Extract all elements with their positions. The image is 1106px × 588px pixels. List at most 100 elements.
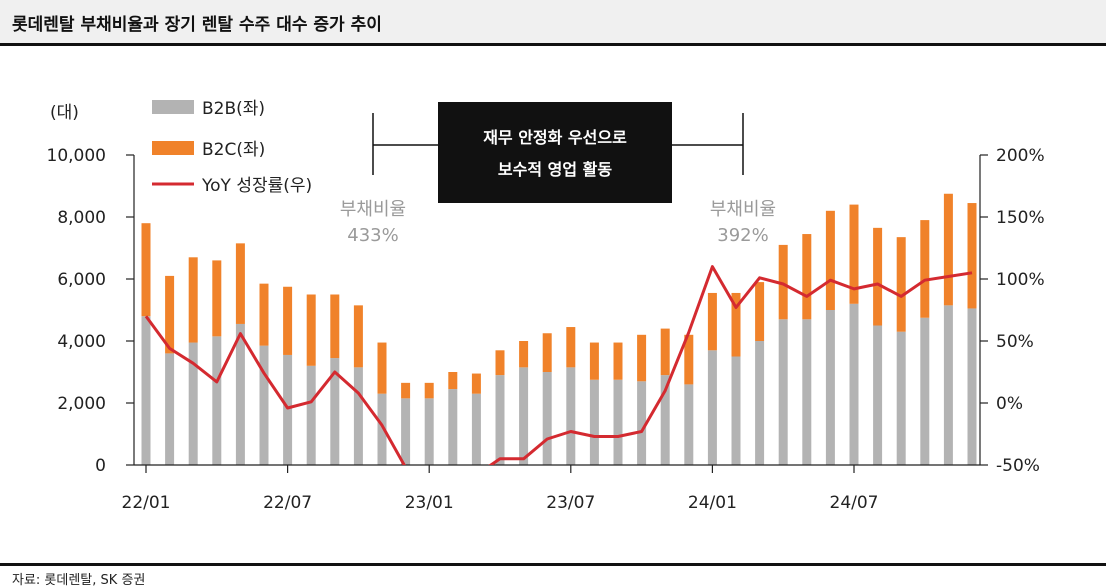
bars-layer xyxy=(141,193,977,465)
y-right-tick-label: 150% xyxy=(996,208,1045,228)
bar-b2b-23-11 xyxy=(660,375,670,465)
bar-b2b-24-11 xyxy=(943,305,953,465)
bar-b2c-23-12 xyxy=(684,334,694,385)
bar-b2c-23-02 xyxy=(448,372,458,390)
legend-swatch-b2c xyxy=(152,141,194,155)
bar-b2b-22-09 xyxy=(330,358,340,465)
bar-b2b-22-07 xyxy=(283,354,293,465)
bar-b2c-24-10 xyxy=(920,220,930,318)
bar-b2b-22-12 xyxy=(401,398,411,465)
bottom-rule xyxy=(0,563,1106,566)
y-left-tick-label: 0 xyxy=(95,456,106,476)
bar-b2c-23-06 xyxy=(542,333,552,372)
bar-b2c-22-06 xyxy=(259,283,269,346)
bar-b2c-23-10 xyxy=(637,334,647,382)
bar-b2c-22-07 xyxy=(283,286,293,355)
bar-b2c-22-12 xyxy=(401,382,411,399)
bar-b2b-24-09 xyxy=(896,331,906,465)
bar-b2c-24-11 xyxy=(943,193,953,306)
bar-b2b-23-04 xyxy=(495,375,505,465)
bar-b2c-23-08 xyxy=(589,342,599,380)
bar-b2b-23-09 xyxy=(613,379,623,465)
y-left-tick-label: 8,000 xyxy=(57,208,106,228)
debt-ratio-value-right: 392% xyxy=(717,225,768,246)
bar-b2b-24-04 xyxy=(778,319,788,465)
bar-b2c-23-09 xyxy=(613,342,623,380)
yoy-growth-line xyxy=(144,265,973,465)
bar-b2b-24-01 xyxy=(707,350,717,465)
y-unit-label: (대) xyxy=(50,103,79,123)
bar-b2c-24-02 xyxy=(731,292,741,357)
legend-label-b2b: B2B(좌) xyxy=(202,99,265,119)
bar-b2b-24-10 xyxy=(920,317,930,465)
bar-b2b-22-10 xyxy=(353,367,363,465)
y-left-tick-label: 10,000 xyxy=(47,146,106,166)
bar-b2c-23-07 xyxy=(566,327,576,368)
bar-b2b-22-08 xyxy=(306,365,316,465)
y-right-tick-label: 200% xyxy=(996,146,1045,166)
bar-b2c-22-05 xyxy=(235,243,245,324)
y-right-tick-label: 50% xyxy=(996,332,1034,352)
bar-b2c-24-09 xyxy=(896,237,906,332)
bar-b2b-22-06 xyxy=(259,345,269,465)
bar-b2b-22-04 xyxy=(212,336,222,465)
bar-b2c-24-12 xyxy=(967,203,977,309)
debt-ratio-label-right: 부채비율 xyxy=(710,199,776,220)
bar-b2c-24-06 xyxy=(825,210,835,310)
bar-b2c-23-01 xyxy=(424,382,434,399)
page-title: 롯데렌탈 부채비율과 장기 렌탈 수주 대수 증가 추이 xyxy=(12,15,382,35)
bar-b2b-24-08 xyxy=(873,325,883,465)
bar-b2c-22-02 xyxy=(165,275,175,354)
bar-b2b-23-10 xyxy=(637,381,647,465)
bar-b2b-24-05 xyxy=(802,319,812,465)
bar-b2c-22-01 xyxy=(141,223,151,317)
bar-b2c-24-01 xyxy=(707,292,717,351)
bar-b2b-23-05 xyxy=(519,367,529,465)
bar-b2b-23-12 xyxy=(684,384,694,465)
bar-b2b-24-07 xyxy=(849,303,859,465)
bar-b2c-24-03 xyxy=(755,282,765,341)
legend-label-yoy: YoY 성장률(우) xyxy=(201,176,312,196)
period-bracket: 재무 안정화 우선으로 보수적 영업 활동 xyxy=(372,102,744,203)
x-tick-label: 22/01 xyxy=(122,493,171,513)
bar-b2c-22-09 xyxy=(330,294,340,359)
legend-label-b2c: B2C(좌) xyxy=(202,140,265,160)
bar-b2c-23-11 xyxy=(660,328,670,376)
bar-b2b-23-06 xyxy=(542,372,552,465)
annotation-box-line1: 재무 안정화 우선으로 xyxy=(483,128,627,147)
x-tick-label: 23/01 xyxy=(405,493,454,513)
line-layer xyxy=(144,265,973,465)
y-right-tick-label: 100% xyxy=(996,270,1045,290)
y-left-tick-label: 6,000 xyxy=(57,270,106,290)
bar-b2b-24-12 xyxy=(967,308,977,465)
y-left-tick-label: 2,000 xyxy=(57,394,106,414)
bar-b2c-23-05 xyxy=(519,341,529,368)
bar-b2c-22-08 xyxy=(306,294,316,366)
bar-b2b-23-03 xyxy=(471,393,481,465)
annotation-box-line2: 보수적 영업 활동 xyxy=(498,160,612,179)
bar-b2b-24-02 xyxy=(731,356,741,465)
debt-ratio-label-left: 부채비율 xyxy=(340,199,406,220)
x-tick-label: 24/07 xyxy=(830,493,879,513)
bar-b2b-23-07 xyxy=(566,367,576,465)
y-right-tick-label: 0% xyxy=(996,394,1023,414)
bar-b2c-22-04 xyxy=(212,260,222,337)
bar-b2b-22-03 xyxy=(188,342,198,465)
legend-swatch-b2b xyxy=(152,100,194,114)
y-right-tick-label: -50% xyxy=(996,456,1040,476)
title-bar: 롯데렌탈 부채비율과 장기 렌탈 수주 대수 증가 추이 xyxy=(0,0,1106,46)
bar-b2b-22-11 xyxy=(377,393,387,465)
bar-b2c-23-03 xyxy=(471,373,481,394)
bar-b2c-22-03 xyxy=(188,257,198,343)
bar-b2b-23-02 xyxy=(448,389,458,465)
bar-b2c-24-05 xyxy=(802,234,812,320)
bar-b2b-22-02 xyxy=(165,353,175,465)
source-note: 자료: 롯데렌탈, SK 증권 xyxy=(12,573,146,588)
bar-b2c-24-08 xyxy=(873,227,883,326)
bar-b2c-24-07 xyxy=(849,204,859,304)
bar-b2b-22-05 xyxy=(235,323,245,465)
x-tick-label: 22/07 xyxy=(263,493,312,513)
annotation-box xyxy=(438,102,672,203)
bar-b2c-22-10 xyxy=(353,305,363,368)
y-left-tick-label: 4,000 xyxy=(57,332,106,352)
